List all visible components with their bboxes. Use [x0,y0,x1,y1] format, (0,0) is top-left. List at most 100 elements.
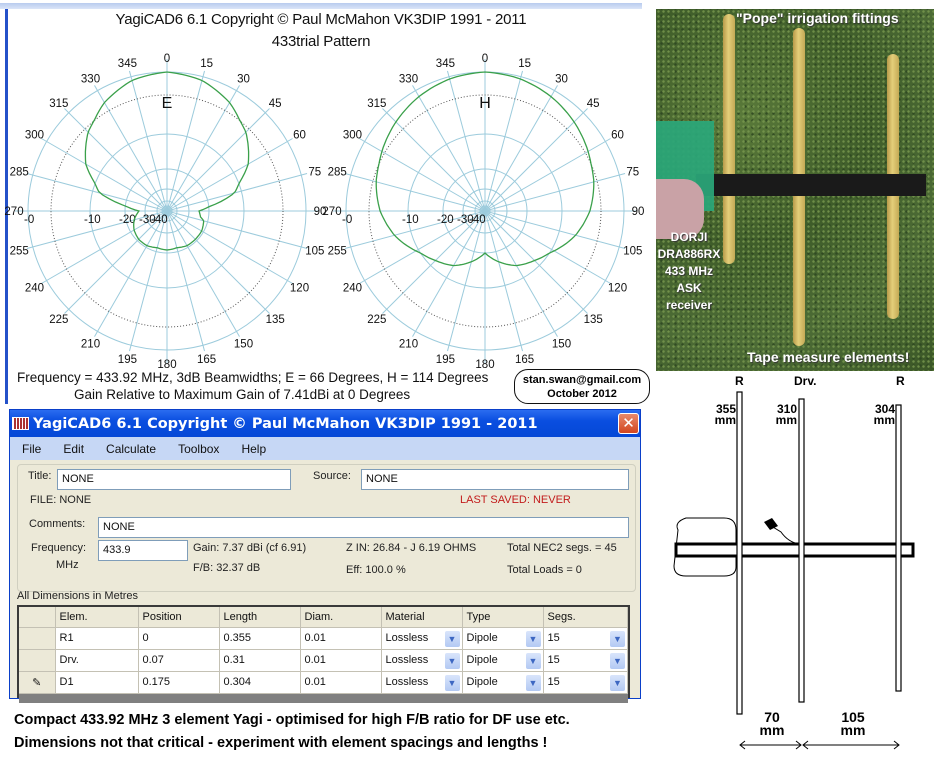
comments-input[interactable]: NONE [98,517,629,538]
ring-db-label: -40 [151,214,168,226]
cell-elem[interactable]: R1 [55,627,139,650]
director-element [895,404,902,692]
cell-length[interactable]: 0.304 [219,671,301,694]
cell-diam[interactable]: 0.01 [300,649,382,672]
cell-type-select[interactable]: Dipole ▼ [462,627,544,650]
source-label: Source: [313,470,351,482]
receiver-label-line: ASK [676,281,702,295]
cell-length[interactable]: 0.31 [219,649,301,672]
cell-material-select[interactable]: Lossless ▼ [381,649,463,672]
col-segs[interactable]: Segs. [543,607,628,628]
angle-tick-label: 45 [269,98,282,110]
angle-tick-label: 30 [555,73,568,85]
plane-label: H [479,95,491,112]
reflector-element [736,391,743,715]
caption-line-1: Compact 433.92 MHz 3 element Yagi - opti… [14,712,570,728]
dropdown-arrow-icon[interactable]: ▼ [444,630,460,647]
cell-type-select[interactable]: Dipole ▼ [462,671,544,694]
menu-edit[interactable]: Edit [63,441,85,456]
file-label: FILE: NONE [30,494,92,506]
coax-cable [767,523,800,545]
dropdown-arrow-icon[interactable]: ▼ [610,652,625,669]
cell-material-select[interactable]: Lossless ▼ [381,627,463,650]
source-input[interactable]: NONE [361,469,629,490]
frequency-input[interactable]: 433.9 [98,540,188,561]
dropdown-arrow-icon[interactable]: ▼ [525,630,541,647]
row-selector-edit-icon[interactable]: ✎ [19,671,56,694]
angle-tick-label: 135 [584,314,603,326]
angle-tick-label: 120 [608,283,627,295]
cell-segs-select[interactable]: 15 ▼ [543,671,628,694]
angle-tick-label: 105 [305,246,324,258]
table-row[interactable]: ✎ D1 0.175 0.304 0.01 Lossless ▼ Dipole ▼ … [19,671,628,694]
gain-reference-line: Gain Relative to Maximum Gain of 7.41dBi… [74,387,411,402]
cell-diam[interactable]: 0.01 [300,671,382,694]
close-button[interactable]: ✕ [618,413,639,434]
director-label: R [896,374,905,388]
antenna-photo: "Pope" irrigation fittings DORJI DRA886R… [656,9,934,371]
antenna-info-group: Title: NONE Source: NONE FILE: NONE LAST… [17,464,636,592]
cell-diam[interactable]: 0.01 [300,627,382,650]
window-title: YagiCAD6 6.1 Copyright © Paul McMahon VK… [33,415,538,432]
angle-tick-label: 285 [328,166,347,178]
window-top-edge [0,3,642,9]
angle-tick-label: 15 [518,58,531,70]
grid-header-row: Elem. Position Length Diam. Material Typ… [19,607,628,628]
col-position[interactable]: Position [138,607,220,628]
dropdown-arrow-icon[interactable]: ▼ [444,674,460,691]
signature-date: October 2012 [547,388,617,400]
cell-elem[interactable]: Drv. [55,649,139,672]
menu-calculate[interactable]: Calculate [106,441,157,456]
ring-db-label: -20 [119,214,136,226]
col-length[interactable]: Length [219,607,301,628]
row-selector[interactable] [19,627,56,650]
col-material[interactable]: Material [381,607,463,628]
dropdown-arrow-icon[interactable]: ▼ [444,652,460,669]
angle-tick-label: 45 [587,98,600,110]
boom-drawing [674,542,915,558]
angle-tick-label: 210 [399,339,418,351]
menu-bar: File Edit Calculate Toolbox Help [10,437,640,460]
col-elem[interactable]: Elem. [55,607,139,628]
row-selector[interactable] [19,649,56,672]
col-type[interactable]: Type [462,607,544,628]
cell-position[interactable]: 0.07 [138,649,220,672]
dropdown-arrow-icon[interactable]: ▼ [525,674,541,691]
title-input[interactable]: NONE [57,469,291,490]
cell-position[interactable]: 0.175 [138,671,220,694]
col-diam[interactable]: Diam. [300,607,382,628]
table-row[interactable]: R1 0 0.355 0.01 Lossless ▼ Dipole ▼ 15 ▼ [19,627,628,650]
receiver-label-line: DORJI [670,230,708,244]
window-titlebar[interactable]: YagiCAD6 6.1 Copyright © Paul McMahon VK… [10,410,640,437]
table-row[interactable]: Drv. 0.07 0.31 0.01 Lossless ▼ Dipole ▼ 15… [19,649,628,672]
angle-tick-label: 240 [343,283,362,295]
angle-tick-label: 150 [234,339,253,351]
dropdown-arrow-icon[interactable]: ▼ [525,652,541,669]
menu-file[interactable]: File [22,441,42,456]
cell-type-select[interactable]: Dipole ▼ [462,649,544,672]
ring-db-label: -0 [342,214,352,226]
angle-tick-label: 285 [10,166,29,178]
angle-tick-label: 195 [118,354,137,366]
material-value: Lossless [385,676,429,688]
receiver-label-line: receiver [665,298,713,312]
segs-value: 15 [547,654,560,666]
cell-segs-select[interactable]: 15 ▼ [543,649,628,672]
cell-elem[interactable]: D1 [55,671,139,694]
angle-tick-label: 330 [81,73,100,85]
cell-segs-select[interactable]: 15 ▼ [543,627,628,650]
cell-length[interactable]: 0.355 [219,627,301,650]
diagram-drawing: R Drv. R 355 mm 310 mm 304 mm 70 mm 105 … [673,374,915,750]
menu-help[interactable]: Help [241,441,267,456]
spacing-1-value: 70 [764,709,780,725]
cell-material-select[interactable]: Lossless ▼ [381,671,463,694]
app-icon [12,417,29,430]
author-signature: stan.swan@gmail.com October 2012 [514,369,650,404]
dropdown-arrow-icon[interactable]: ▼ [610,674,625,691]
menu-toolbox[interactable]: Toolbox [178,441,220,456]
ring-db-label: -30 [457,214,474,226]
cell-position[interactable]: 0 [138,627,220,650]
segs-value: 15 [547,632,560,644]
dimensions-note: All Dimensions in Metres [17,590,139,602]
dropdown-arrow-icon[interactable]: ▼ [610,630,625,647]
